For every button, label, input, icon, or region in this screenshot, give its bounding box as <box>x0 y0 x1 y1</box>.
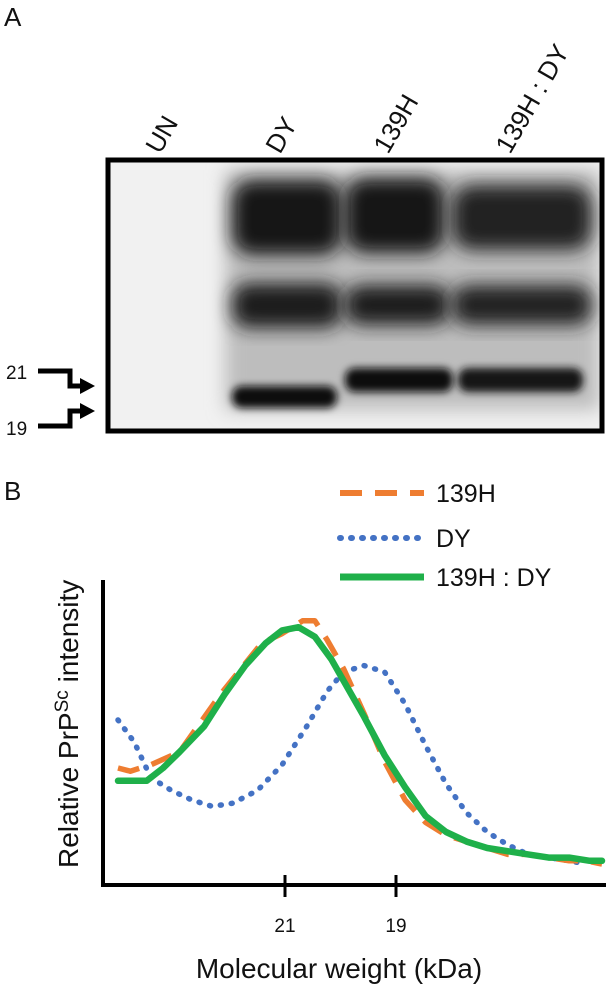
western-blot-image <box>105 157 605 434</box>
y-axis-title-main: Relative PrP <box>53 712 84 868</box>
blot-frame <box>105 157 605 434</box>
marker-19-arrow <box>38 403 95 429</box>
chart-legend: 139H DY 139H : DY <box>337 480 552 592</box>
lane-label-139h: 139H <box>367 89 424 158</box>
x-tick-label-21: 21 <box>274 916 295 937</box>
plot-area <box>114 618 606 867</box>
legend-label-dy: DY <box>436 525 471 553</box>
panel-b-label: B <box>4 476 21 506</box>
y-axis-title-sup: Sc <box>52 690 73 712</box>
marker-label-21: 21 <box>6 363 27 384</box>
panel-a-label: A <box>4 2 22 32</box>
y-axis-title-tail: intensity <box>53 580 84 691</box>
y-axis-title: Relative PrPSc intensity <box>52 580 84 868</box>
series-line-dy <box>115 662 589 867</box>
legend-label-139h-dy: 139H : DY <box>436 564 552 592</box>
lane-label-un: UN <box>139 110 184 158</box>
series-line-139h-dy <box>114 623 606 865</box>
x-axis-title: Molecular weight (kDa) <box>196 953 482 984</box>
x-tick-label-19: 19 <box>385 916 406 937</box>
lane-label-dy: DY <box>259 112 303 158</box>
lane-label-139h-dy: 139H : DY <box>489 39 575 158</box>
legend-label-139h: 139H <box>436 480 496 508</box>
marker-21-arrow <box>38 368 95 394</box>
marker-label-19: 19 <box>6 419 27 440</box>
